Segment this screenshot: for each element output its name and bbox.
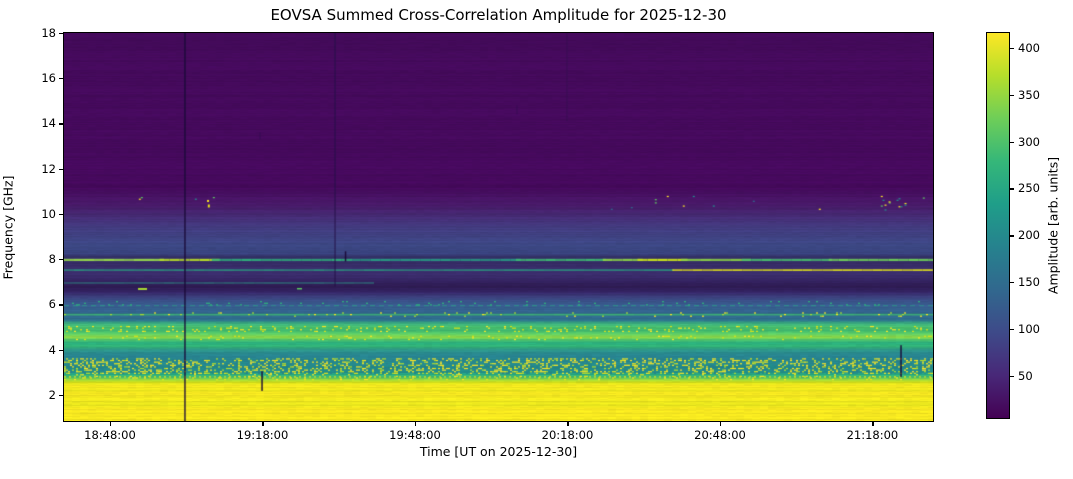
colorbar bbox=[986, 32, 1010, 419]
chart-title: EOVSA Summed Cross-Correlation Amplitude… bbox=[270, 6, 727, 24]
y-tick-mark bbox=[59, 394, 63, 397]
y-tick-mark bbox=[59, 168, 63, 170]
x-tick-label: 19:18:00 bbox=[236, 428, 289, 442]
x-tick-mark bbox=[872, 422, 874, 426]
x-axis-label: Time [UT on 2025-12-30] bbox=[419, 444, 578, 459]
y-tick-mark bbox=[59, 213, 63, 216]
colorbar-tick-label: 250 bbox=[1018, 181, 1040, 196]
x-tick-mark bbox=[720, 422, 722, 426]
y-tick-label: 10 bbox=[41, 206, 56, 221]
colorbar-tick-label: 100 bbox=[1018, 322, 1040, 336]
colorbar-tick-mark bbox=[1010, 329, 1014, 331]
x-tick-label: 21:18:00 bbox=[846, 428, 899, 442]
y-tick-label: 2 bbox=[48, 387, 56, 402]
colorbar-tick-mark bbox=[1010, 188, 1014, 190]
y-tick-label: 14 bbox=[41, 116, 56, 131]
colorbar-label: Amplitude [arb. units] bbox=[1045, 156, 1061, 295]
x-tick-mark bbox=[262, 422, 264, 426]
colorbar-tick-mark bbox=[1010, 235, 1014, 237]
y-tick-mark bbox=[59, 259, 63, 261]
y-tick-mark bbox=[59, 78, 63, 80]
colorbar-tick-label: 350 bbox=[1018, 87, 1040, 102]
colorbar-tick-label: 400 bbox=[1018, 40, 1040, 55]
colorbar-tick-mark bbox=[1010, 94, 1014, 96]
colorbar-tick-label: 200 bbox=[1018, 228, 1040, 243]
y-tick-label: 16 bbox=[41, 71, 56, 86]
x-tick-label: 19:48:00 bbox=[389, 428, 441, 442]
x-tick-label: 18:48:00 bbox=[84, 428, 136, 442]
y-tick-label: 4 bbox=[48, 342, 56, 357]
colorbar-tick-mark bbox=[1010, 141, 1014, 143]
y-tick-mark bbox=[59, 349, 63, 351]
y-tick-label: 12 bbox=[41, 161, 56, 176]
y-tick-label: 8 bbox=[48, 252, 56, 267]
colorbar-tick-mark bbox=[1010, 47, 1014, 50]
y-tick-mark bbox=[59, 33, 63, 35]
colorbar-tick-label: 150 bbox=[1018, 275, 1040, 290]
x-tick-mark bbox=[414, 422, 417, 426]
plot-area bbox=[63, 32, 934, 422]
x-tick-mark bbox=[567, 422, 569, 426]
colorbar-tick-label: 50 bbox=[1018, 368, 1033, 383]
y-tick-label: 18 bbox=[41, 26, 56, 40]
y-tick-label: 6 bbox=[48, 297, 56, 312]
y-tick-mark bbox=[59, 304, 63, 306]
colorbar-tick-mark bbox=[1010, 375, 1014, 378]
y-axis-label: Frequency [GHz] bbox=[0, 175, 16, 280]
colorbar-tick-mark bbox=[1010, 282, 1014, 284]
y-tick-mark bbox=[59, 123, 63, 125]
colorbar-tick-label: 300 bbox=[1018, 134, 1040, 149]
x-tick-label: 20:18:00 bbox=[541, 428, 594, 442]
x-tick-label: 20:48:00 bbox=[694, 428, 746, 442]
x-tick-mark bbox=[109, 422, 112, 426]
spectrogram-heatmap bbox=[64, 33, 933, 421]
